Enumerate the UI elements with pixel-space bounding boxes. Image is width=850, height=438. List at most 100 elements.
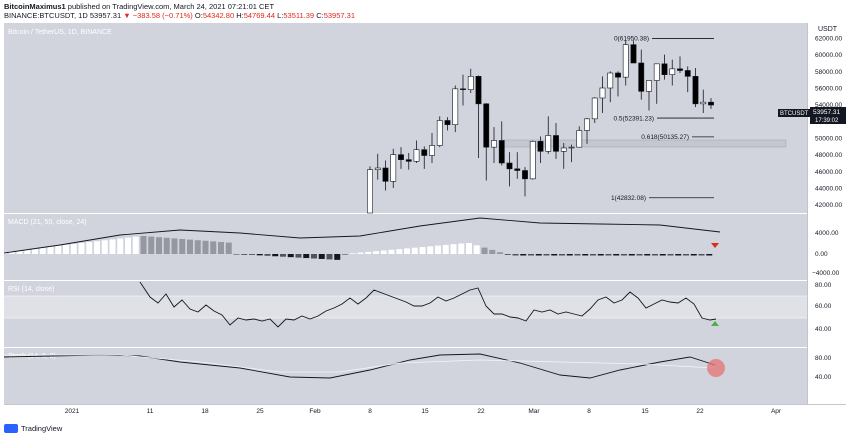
stoch-k-line (3, 353, 716, 379)
ohlc-close: 53957.31 (323, 11, 355, 20)
macd-bar (605, 254, 612, 256)
macd-bar (373, 251, 379, 254)
stoch-tick-1: 40.00 (815, 374, 832, 381)
macd-bar (210, 241, 217, 254)
macd-line (3, 217, 721, 254)
price-tick: 48000.00 (815, 152, 842, 159)
rsi-band (4, 296, 807, 318)
fib-label: 1(42832.08) (611, 195, 646, 202)
candle-body (506, 162, 513, 170)
macd-bar (287, 254, 294, 258)
footer: TradingView (4, 424, 62, 433)
candle-body (607, 72, 614, 89)
macd-bar (16, 250, 23, 254)
time-tick: 11 (147, 408, 154, 415)
candle-body (382, 167, 389, 182)
macd-bar (94, 241, 100, 254)
macd-bar (163, 237, 170, 254)
price-tick: 62000.00 (815, 36, 842, 43)
ohlc-low-label: L: (277, 11, 284, 20)
author-name[interactable]: BitcoinMaximus1 (4, 2, 66, 11)
candle-body (591, 97, 598, 120)
candle-body (460, 88, 466, 90)
ohlc-open-label: O: (194, 11, 203, 20)
macd-pane-bg (4, 214, 807, 280)
macd-bar (473, 245, 480, 254)
price-tick: 50000.00 (815, 136, 842, 143)
macd-bar (171, 238, 178, 254)
macd-bar (566, 254, 573, 256)
ohlc-high-label: H: (236, 11, 244, 20)
macd-bar (458, 243, 465, 254)
macd-bar (78, 243, 85, 254)
candle-body (491, 140, 497, 148)
candle-body (622, 44, 629, 78)
macd-bar (698, 254, 705, 256)
macd-bar (39, 247, 46, 254)
last-price: 53957.31 (89, 11, 122, 20)
time-tick: 15 (421, 408, 429, 415)
macd-bar (334, 254, 341, 260)
time-tick: 15 (641, 408, 649, 415)
candle-body (483, 103, 490, 148)
macd-bar (411, 247, 418, 254)
macd-bar (202, 240, 209, 254)
fib-levels: 0(61950.38) 0.5(52391.23) 0.618(50135.27) 1… (611, 36, 714, 202)
candle-body (405, 159, 412, 162)
macd-bar (520, 254, 527, 256)
candle-body (553, 135, 559, 152)
macd-bar (489, 249, 496, 254)
candle-body (444, 120, 451, 125)
macd-bar (218, 242, 224, 254)
macd-bar (256, 254, 263, 256)
candle-body (421, 149, 428, 156)
stoch-pane-bg (4, 348, 807, 404)
time-tick: 18 (201, 408, 209, 415)
macd-bar (652, 254, 658, 256)
symbol-info: BINANCE:BTCUSDT, 1D 53957.31 ▼ −383.58 (… (4, 11, 355, 20)
candles (367, 40, 714, 214)
macd-bar (109, 239, 116, 254)
rsi-signal-marker (711, 321, 719, 326)
macd-bar (435, 245, 441, 254)
macd-bar (396, 249, 403, 254)
time-tick: 22 (696, 408, 704, 415)
macd-bar (63, 244, 69, 254)
candle-body (413, 149, 420, 162)
candle-body (537, 141, 544, 152)
price-tick: 46000.00 (815, 169, 842, 176)
candle-body (568, 146, 575, 149)
macd-bar (264, 254, 271, 256)
time-tick: 8 (587, 408, 591, 415)
rsi-tick-2: 40.00 (815, 326, 832, 333)
macd-bar (559, 254, 565, 256)
rsi-tick-0: 80.00 (815, 282, 832, 289)
time-tick: Mar (528, 408, 540, 415)
macd-bar (574, 254, 581, 256)
macd-bar (187, 239, 193, 254)
rsi-line (139, 281, 717, 328)
price-tick: 56000.00 (815, 86, 842, 93)
macd-tick-1: 0.00 (815, 251, 828, 258)
macd-title: MACD (21, 50, close, 24) (8, 219, 87, 226)
macd-bar (8, 251, 15, 254)
footer-brand[interactable]: TradingView (21, 424, 63, 433)
candle-body (514, 168, 521, 171)
macd-bar (683, 254, 689, 256)
macd-bar (280, 254, 286, 257)
macd-bar (249, 254, 255, 255)
fib-label: 0.5(52391.23) (614, 115, 654, 122)
stoch-d-line (4, 354, 716, 373)
macd-bar (326, 254, 333, 260)
publish-text: published on TradingView.com, March 24, … (67, 2, 275, 11)
macd-bar (675, 254, 682, 256)
macd-bar (241, 254, 248, 255)
macd-bar (644, 254, 651, 256)
candle-body (576, 130, 583, 148)
time-tick: Apr (771, 408, 782, 415)
macd-bar (597, 254, 604, 256)
ohlc-close-label: C: (316, 11, 324, 20)
macd-bar (179, 239, 186, 254)
main-pane-title: Bitcoin / TetherUS, 1D, BINANCE (8, 29, 112, 36)
